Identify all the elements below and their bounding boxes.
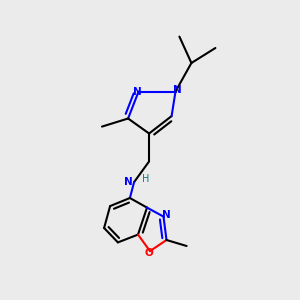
Text: O: O xyxy=(144,248,153,258)
Text: N: N xyxy=(161,210,170,220)
Text: N: N xyxy=(124,177,133,187)
Text: N: N xyxy=(172,85,182,95)
Text: H: H xyxy=(142,174,149,184)
Text: N: N xyxy=(133,86,142,97)
